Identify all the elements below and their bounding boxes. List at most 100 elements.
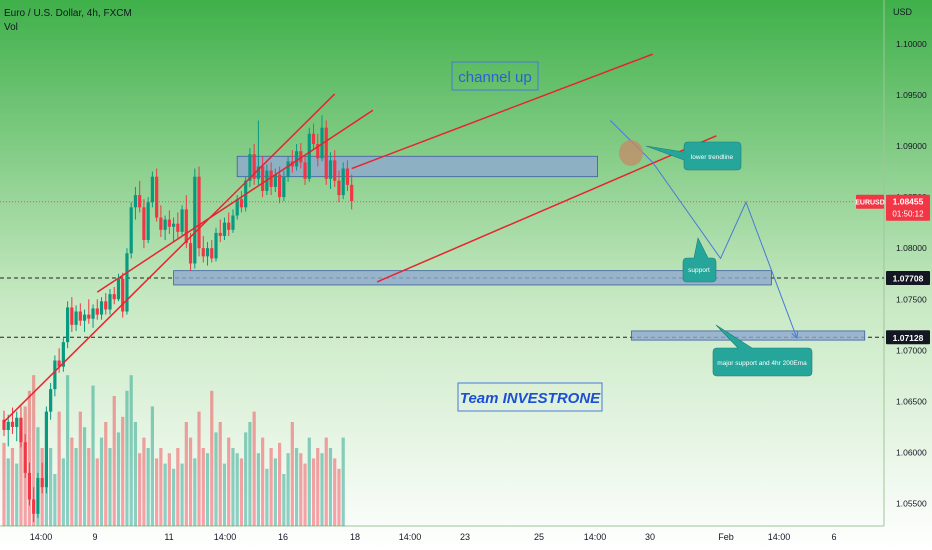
time-tick-label: 11: [164, 532, 173, 542]
annotations: channel up Team INVESTRONE lower trendli…: [451, 61, 813, 412]
zones: [173, 155, 866, 341]
lower-trendline-label: lower trendline: [691, 154, 734, 161]
support-callout: [682, 237, 717, 283]
candle-body: [23, 442, 27, 473]
volume-bar: [286, 453, 290, 526]
time-axis: 14:00 9 11 14:00 16 18 14:00 23 25 14:00 30 Feb 14:0…: [30, 532, 837, 542]
candle-body: [19, 417, 23, 443]
candle-body: [104, 301, 108, 310]
price-tick-label: 1.05500: [896, 499, 927, 509]
volume-bar: [87, 448, 91, 526]
upper-trendline-2: [96, 109, 374, 293]
level-badge-text: 1.07708: [893, 274, 924, 284]
candle-body: [2, 419, 6, 430]
candle-body: [27, 472, 32, 500]
candle-body: [155, 176, 159, 218]
volume-bar: [311, 458, 316, 526]
volume-bar: [129, 375, 133, 526]
time-tick-label: 23: [460, 532, 470, 542]
channel-bottom: [376, 135, 717, 283]
candle-body: [61, 342, 65, 367]
current-price-badge: [886, 194, 930, 221]
candle-body: [112, 294, 116, 300]
volume-bar: [273, 458, 277, 526]
volume-bar: [125, 390, 129, 526]
volume-bar: [214, 432, 218, 526]
volume-bar: [201, 448, 205, 526]
countdown-text: 01:50:12: [892, 210, 924, 219]
candle-body: [252, 154, 256, 179]
candle-body: [328, 160, 333, 179]
volume-bar: [138, 453, 142, 526]
candle-body: [91, 308, 95, 319]
candle-body: [324, 127, 328, 179]
major-support-callout: [712, 324, 813, 377]
candle-body: [180, 209, 184, 232]
candle-body: [248, 154, 252, 181]
candle-body: [269, 170, 273, 187]
volume-bar: [6, 458, 10, 526]
volume-bar: [307, 437, 311, 526]
time-tick-label: 25: [534, 532, 544, 542]
time-tick-label: 14:00: [214, 532, 237, 542]
candle-body: [256, 166, 260, 179]
volume-bar: [222, 463, 227, 526]
price-tick-label: 1.07500: [896, 294, 927, 304]
volume-bar: [78, 411, 82, 526]
time-tick-label: 16: [278, 532, 288, 542]
volume-bar: [324, 437, 328, 526]
volume-bar: [95, 458, 99, 526]
candle-body: [108, 294, 112, 310]
level-badge-text: 1.07128: [893, 333, 924, 343]
candle-body: [176, 223, 180, 232]
candle-body: [133, 195, 138, 208]
candle-body: [350, 184, 354, 202]
candle-body: [163, 219, 167, 230]
volume-bar: [19, 427, 23, 526]
volume-bar: [299, 453, 303, 526]
price-tick-label: 1.10000: [896, 39, 927, 49]
symbol-badge-text: EURUSD: [855, 200, 885, 207]
level-badge: [886, 271, 930, 286]
team-label: Team INVESTRONE: [460, 390, 601, 407]
team-label-box: [457, 382, 603, 412]
price-tick-label: 1.08000: [896, 243, 927, 253]
volume-bar: [74, 448, 78, 526]
volume-bar: [142, 437, 146, 526]
price-tick-label: 1.07000: [896, 345, 927, 355]
candle-body: [172, 223, 176, 227]
candle-body: [235, 199, 239, 216]
volume-bar: [53, 474, 57, 526]
candle-body: [201, 248, 205, 257]
volume-bar: [239, 458, 244, 526]
major-support-zone: [631, 330, 866, 341]
candle-body: [299, 151, 303, 163]
time-tick-label: 30: [645, 532, 655, 542]
candle-body: [82, 314, 87, 321]
volume-bar: [150, 406, 154, 526]
candle-body: [138, 195, 142, 208]
price-tick-label: 1.09500: [896, 90, 927, 100]
volume-bar: [205, 453, 210, 526]
candle-body: [159, 217, 163, 230]
candle-body: [78, 311, 82, 321]
trendlines: [3, 53, 717, 423]
candle-body: [66, 307, 70, 343]
candle-body: [10, 421, 15, 427]
candle-body: [345, 168, 350, 185]
candle-body: [316, 144, 320, 159]
volume-bar: [282, 474, 286, 526]
volume-bar: [32, 375, 36, 526]
time-tick-label: 18: [350, 532, 360, 542]
candle-body: [286, 161, 290, 177]
volume-bar: [167, 453, 171, 526]
candle-body: [193, 176, 197, 264]
volume-bar: [104, 422, 108, 526]
candle-body: [231, 215, 235, 230]
volume-bar: [121, 416, 125, 526]
candle-body: [222, 222, 227, 236]
candle-body: [53, 360, 57, 390]
time-tick-label: 9: [92, 532, 97, 542]
volume-bar: [61, 458, 65, 526]
